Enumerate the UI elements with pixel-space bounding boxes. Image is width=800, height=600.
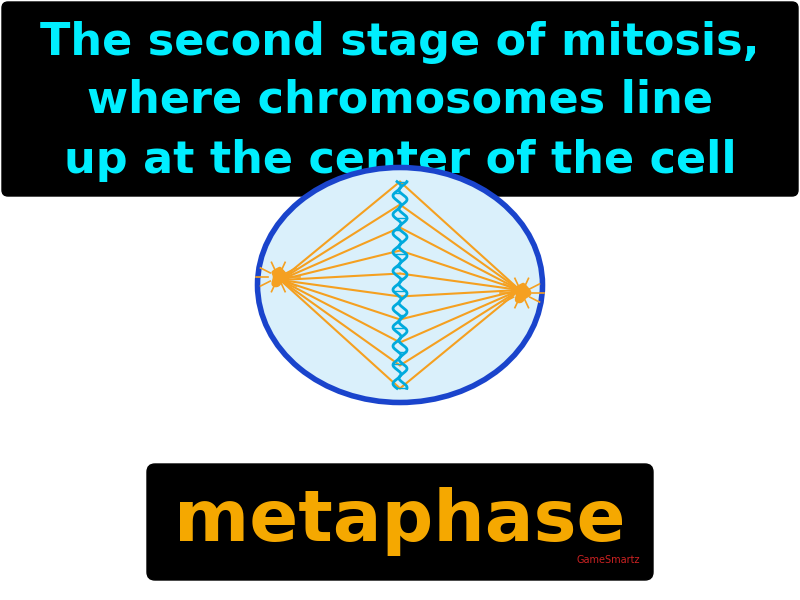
FancyBboxPatch shape xyxy=(2,2,798,196)
Polygon shape xyxy=(272,268,287,287)
Text: up at the center of the cell: up at the center of the cell xyxy=(64,139,736,181)
Text: where chromosomes line: where chromosomes line xyxy=(87,79,713,121)
Ellipse shape xyxy=(258,167,542,403)
Polygon shape xyxy=(515,283,531,302)
FancyBboxPatch shape xyxy=(147,464,653,580)
Text: metaphase: metaphase xyxy=(174,487,626,557)
Text: The second stage of mitosis,: The second stage of mitosis, xyxy=(40,20,760,64)
Text: GameSmartz: GameSmartz xyxy=(577,555,640,565)
